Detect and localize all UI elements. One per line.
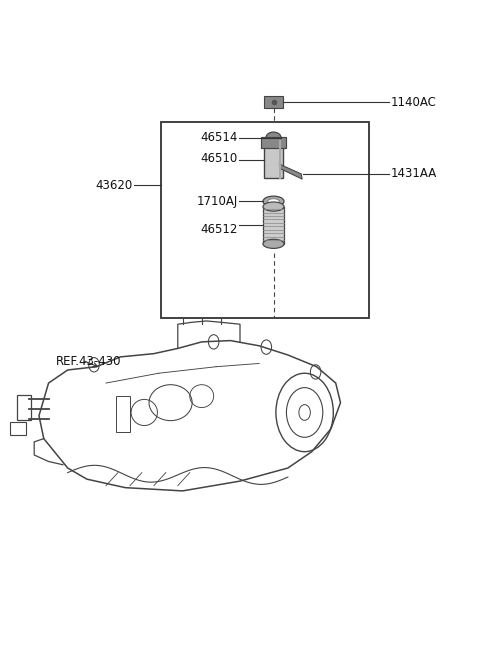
Bar bbox=[263, 206, 284, 244]
Bar bbox=[17, 396, 31, 421]
Ellipse shape bbox=[263, 196, 284, 206]
Text: 46512: 46512 bbox=[200, 223, 238, 236]
Text: 46510: 46510 bbox=[200, 153, 238, 165]
Bar bbox=[261, 138, 286, 148]
Ellipse shape bbox=[263, 239, 284, 248]
Ellipse shape bbox=[268, 198, 279, 204]
Bar bbox=[161, 122, 369, 318]
Polygon shape bbox=[279, 164, 302, 179]
Ellipse shape bbox=[263, 202, 284, 211]
Text: REF.43-430: REF.43-430 bbox=[56, 355, 121, 368]
Text: 1431AA: 1431AA bbox=[391, 168, 437, 180]
Text: 43620: 43620 bbox=[95, 179, 132, 191]
Bar bbox=[264, 141, 283, 178]
Bar bbox=[264, 96, 283, 108]
Text: 1140AC: 1140AC bbox=[391, 96, 437, 109]
Bar bbox=[10, 422, 25, 436]
Ellipse shape bbox=[266, 132, 281, 144]
Text: 46514: 46514 bbox=[200, 132, 238, 145]
Text: 1710AJ: 1710AJ bbox=[196, 195, 238, 208]
Bar bbox=[116, 396, 130, 432]
